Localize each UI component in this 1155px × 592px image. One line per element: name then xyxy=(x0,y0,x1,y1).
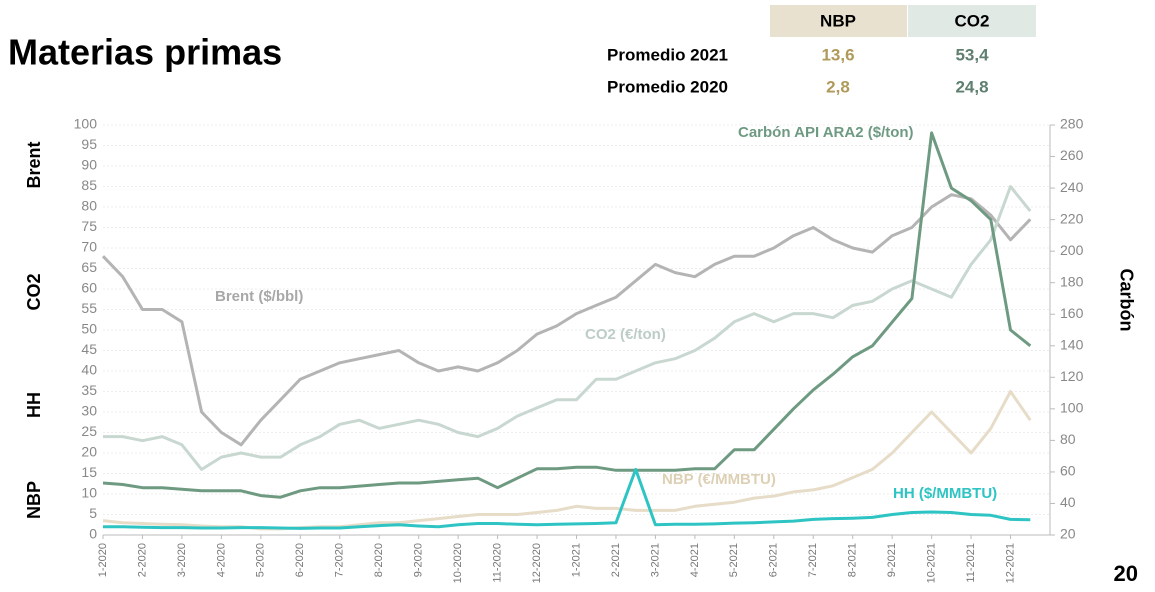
x-tick-label: 8-2020 xyxy=(373,543,385,577)
y-tick-label: 55 xyxy=(81,300,97,316)
y2-tick-label: 80 xyxy=(1060,431,1076,447)
y-tick-label: 15 xyxy=(81,464,97,480)
header-cell xyxy=(770,5,907,37)
y2-label: Carbón xyxy=(1116,269,1136,332)
series-line xyxy=(102,131,1032,499)
series-label: Carbón API ARA2 ($/ton) xyxy=(738,124,914,141)
table-value: 24,8 xyxy=(955,77,988,96)
x-tick-label: 6-2020 xyxy=(294,543,306,577)
x-tick-label: 11-2020 xyxy=(491,543,503,583)
x-tick-label: 4-2021 xyxy=(689,543,701,577)
y-tick-label: 60 xyxy=(81,280,97,296)
table-header: NBP xyxy=(820,11,856,30)
y2-tick-label: 120 xyxy=(1060,368,1084,384)
y2-tick-label: 20 xyxy=(1060,526,1076,542)
y2-tick-label: 240 xyxy=(1060,179,1084,195)
series-label: HH ($/MMBTU) xyxy=(893,485,997,502)
x-tick-label: 3-2021 xyxy=(649,543,661,577)
y2-tick-label: 100 xyxy=(1060,400,1084,416)
y-tick-label: 40 xyxy=(81,362,97,378)
side-label: Brent xyxy=(24,141,44,188)
y-tick-label: 5 xyxy=(89,505,97,521)
y2-tick-label: 60 xyxy=(1060,463,1076,479)
x-tick-label: 7-2021 xyxy=(807,543,819,577)
y-tick-label: 20 xyxy=(81,444,97,460)
x-tick-label: 8-2021 xyxy=(847,543,859,577)
y-tick-label: 25 xyxy=(81,423,97,439)
y-tick-label: 90 xyxy=(81,157,97,173)
y-tick-label: 10 xyxy=(81,485,97,501)
y2-tick-label: 220 xyxy=(1060,210,1084,226)
row-label: Promedio 2020 xyxy=(607,77,728,96)
x-tick-label: 5-2021 xyxy=(728,543,740,577)
series-label: CO2 (€/ton) xyxy=(585,326,666,343)
header-cell xyxy=(908,5,1036,37)
y-tick-label: 95 xyxy=(81,136,97,152)
x-tick-label: 2-2021 xyxy=(610,543,622,577)
x-tick-label: 12-2020 xyxy=(531,543,543,583)
table-header: CO2 xyxy=(955,11,990,30)
x-tick-label: 10-2020 xyxy=(452,543,464,583)
y-tick-label: 50 xyxy=(81,321,97,337)
x-tick-label: 12-2021 xyxy=(1004,543,1016,583)
x-tick-label: 6-2021 xyxy=(768,543,780,577)
x-tick-label: 5-2020 xyxy=(255,543,267,577)
x-tick-label: 7-2020 xyxy=(334,543,346,577)
table-value: 2,8 xyxy=(826,77,850,96)
slide-title: Materias primas xyxy=(8,32,282,73)
x-tick-label: 9-2020 xyxy=(413,543,425,577)
side-label: NBP xyxy=(24,481,44,519)
y-tick-label: 65 xyxy=(81,259,97,275)
x-tick-label: 11-2021 xyxy=(965,543,977,583)
y2-tick-label: 40 xyxy=(1060,494,1076,510)
y-tick-label: 70 xyxy=(81,239,97,255)
side-label: CO2 xyxy=(24,273,44,310)
table-value: 13,6 xyxy=(821,45,854,64)
side-label: HH xyxy=(24,392,44,418)
y-tick-label: 100 xyxy=(74,116,98,132)
page-number: 20 xyxy=(1114,561,1138,586)
table-value: 53,4 xyxy=(955,45,989,64)
x-tick-label: 2-2020 xyxy=(136,543,148,577)
y2-tick-label: 180 xyxy=(1060,273,1084,289)
y2-tick-label: 260 xyxy=(1060,147,1084,163)
series-label: NBP (€/MMBTU) xyxy=(662,471,776,488)
series-line xyxy=(103,467,1031,530)
y-tick-label: 30 xyxy=(81,403,97,419)
y-tick-label: 85 xyxy=(81,177,97,193)
y2-tick-label: 160 xyxy=(1060,305,1084,321)
y2-tick-label: 200 xyxy=(1060,242,1084,258)
x-tick-label: 4-2020 xyxy=(215,543,227,577)
y-tick-label: 75 xyxy=(81,218,97,234)
x-tick-label: 9-2021 xyxy=(886,543,898,577)
series-line xyxy=(103,185,1032,471)
x-tick-label: 1-2020 xyxy=(97,543,109,577)
x-tick-label: 3-2020 xyxy=(176,543,188,577)
y-tick-label: 35 xyxy=(81,382,97,398)
y2-tick-label: 280 xyxy=(1060,116,1084,132)
series-label: Brent ($/bbl) xyxy=(215,288,303,305)
row-label: Promedio 2021 xyxy=(607,45,728,64)
y-tick-label: 80 xyxy=(81,198,97,214)
y-tick-label: 0 xyxy=(89,526,97,542)
x-tick-label: 10-2021 xyxy=(926,543,938,583)
y2-tick-label: 140 xyxy=(1060,336,1084,352)
y-tick-label: 45 xyxy=(81,341,97,357)
series-line xyxy=(101,193,1032,447)
x-tick-label: 1-2021 xyxy=(570,543,582,577)
